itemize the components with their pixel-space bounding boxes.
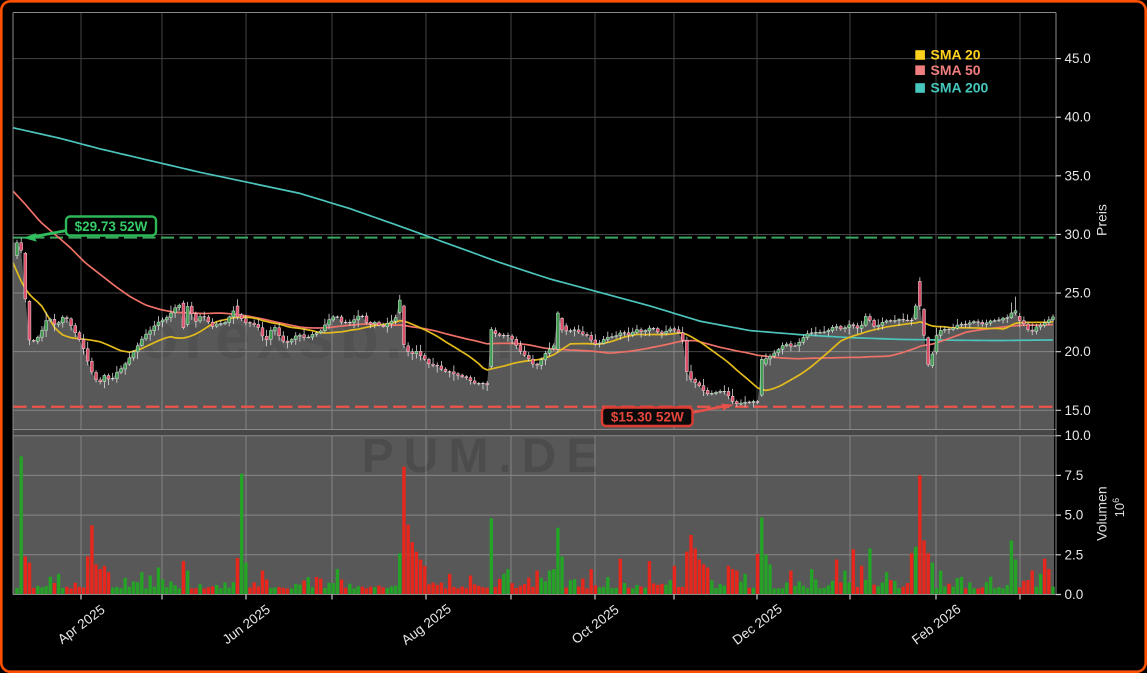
svg-text:0.0: 0.0 <box>1065 587 1084 602</box>
svg-text:SMA 20: SMA 20 <box>931 47 981 63</box>
svg-text:15.0: 15.0 <box>1065 403 1091 418</box>
svg-text:5.0: 5.0 <box>1065 508 1084 523</box>
svg-text:Volumen: Volumen <box>1094 486 1110 540</box>
svg-text:SMA 50: SMA 50 <box>931 62 981 78</box>
svg-text:SMA 200: SMA 200 <box>931 80 989 96</box>
svg-text:20.0: 20.0 <box>1065 344 1091 359</box>
svg-text:2.5: 2.5 <box>1065 547 1084 562</box>
svg-text:Preis: Preis <box>1094 204 1110 236</box>
svg-text:45.0: 45.0 <box>1065 51 1091 66</box>
svg-text:7.5: 7.5 <box>1065 468 1084 483</box>
svg-text:$29.73 52W: $29.73 52W <box>75 219 148 234</box>
svg-text:25.0: 25.0 <box>1065 286 1091 301</box>
svg-text:30.0: 30.0 <box>1065 227 1091 242</box>
svg-text:$15.30 52W: $15.30 52W <box>611 410 684 425</box>
svg-text:10.0: 10.0 <box>1065 428 1091 443</box>
svg-text:PUM.DE: PUM.DE <box>362 430 609 483</box>
svg-text:40.0: 40.0 <box>1065 110 1091 125</box>
svg-text:35.0: 35.0 <box>1065 168 1091 183</box>
